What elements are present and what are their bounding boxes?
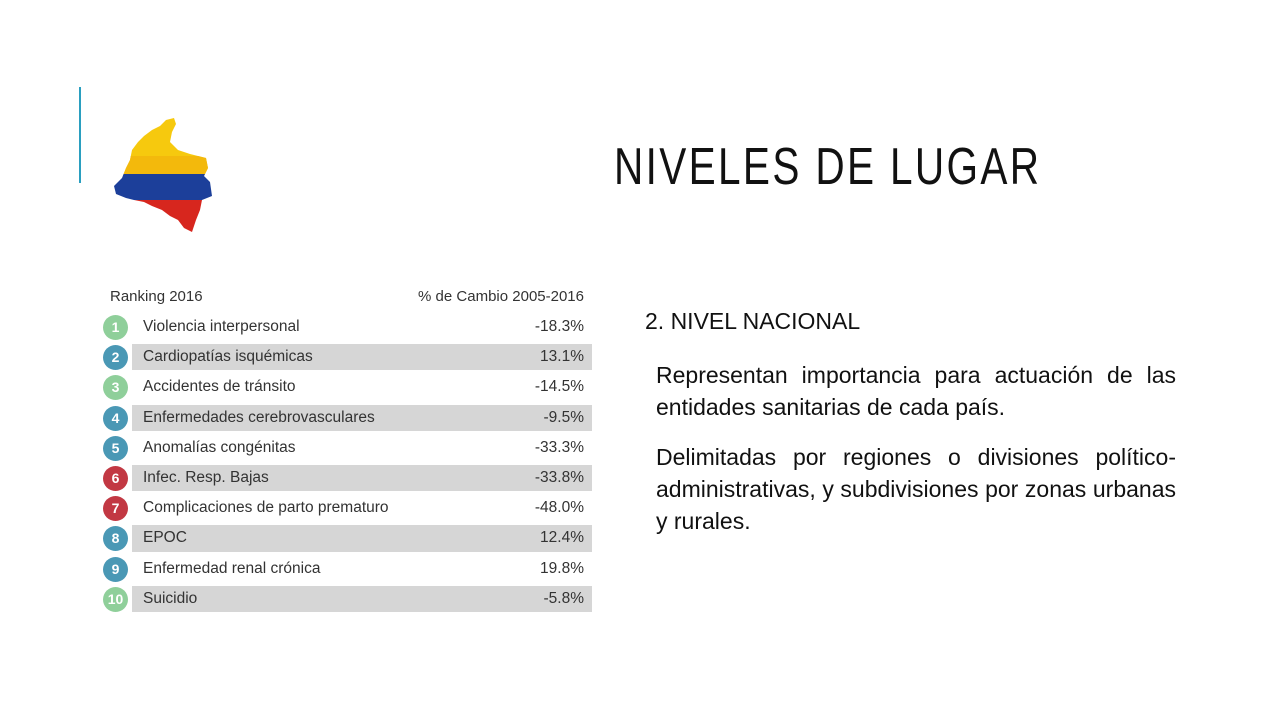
paragraph-1: Representan importancia para actuación d… [656,362,1176,420]
table-row: 8 EPOC 12.4% [100,523,592,553]
accent-line [79,87,81,183]
header-ranking: Ranking 2016 [110,288,203,305]
table-row: 3 Accidentes de tránsito -14.5% [100,372,592,402]
row-label: Cardiopatías isquémicas [143,348,313,366]
row-label: Anomalías congénitas [143,438,296,456]
table-row: 6 Infec. Resp. Bajas -33.8% [100,463,592,493]
table-row: 5 Anomalías congénitas -33.3% [100,433,592,463]
row-background [132,525,592,552]
rank-badge: 6 [103,465,128,491]
section-subheading: 2. NIVEL NACIONAL [645,308,861,334]
row-value: 19.8% [540,559,584,577]
row-value: 13.1% [540,348,584,366]
row-label: Accidentes de tránsito [143,378,296,396]
row-value: -18.3% [534,318,584,335]
row-background [132,404,592,431]
table-row: 7 Complicaciones de parto prematuro -48.0% [100,493,592,523]
row-value: -5.8% [543,589,585,607]
rank-badge: 9 [103,556,128,582]
row-value: -14.5% [534,378,584,396]
row-background [132,344,592,371]
row-value: -9.5% [543,408,585,426]
row-value: -33.8% [534,468,584,486]
rank-badge: 8 [103,526,128,552]
table-row: 9 Enfermedad renal crónica 19.8% [100,554,592,584]
row-label: Complicaciones de parto prematuro [143,499,389,517]
rank-badge: 4 [103,405,128,431]
row-value: 12.4% [540,529,584,547]
table-row: 4 Enfermedades cerebrovasculares -9.5% [100,403,592,433]
row-label: EPOC [143,529,187,547]
row-value: -48.0% [534,499,584,517]
rank-badge: 2 [103,345,128,371]
table-row: 1 Violencia interpersonal -18.3% [100,312,592,342]
rank-badge: 7 [103,496,128,522]
row-background [132,585,592,612]
slide-title: NIVELES DE LUGAR [614,138,1042,196]
table-row: 10 Suicidio -5.8% [100,584,592,614]
table-body: 1 Violencia interpersonal -18.3% 2 Cardiopat… [100,312,592,614]
rank-badge: 10 [103,586,128,612]
row-label: Enfermedad renal crónica [143,559,321,577]
paragraph-2: Delimitadas por regiones o divisiones po… [656,444,1176,534]
row-label: Suicidio [143,589,198,607]
rank-badge: 5 [103,435,128,461]
table-header: Ranking 2016 % de Cambio 2005-2016 [100,284,592,312]
row-label: Infec. Resp. Bajas [143,468,269,486]
rank-badge: 1 [103,315,128,340]
row-label: Enfermedades cerebrovasculares [143,408,375,426]
ranking-table: Ranking 2016 % de Cambio 2005-2016 1 Viol… [100,284,592,614]
table-row: 2 Cardiopatías isquémicas 13.1% [100,342,592,372]
row-label: Violencia interpersonal [143,318,300,335]
row-value: -33.3% [534,438,584,456]
colombia-flag-map-icon [114,118,212,232]
rank-badge: 3 [103,375,128,401]
row-background [132,464,592,492]
header-change: % de Cambio 2005-2016 [418,288,584,305]
